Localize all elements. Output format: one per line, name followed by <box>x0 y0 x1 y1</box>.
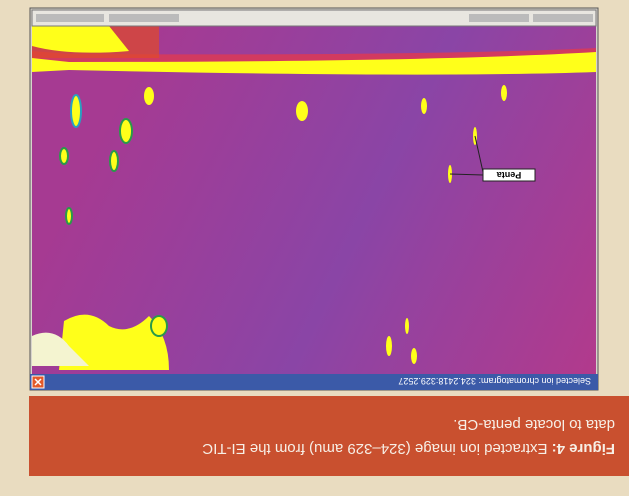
caption-text: Extracted ion image (324–329 amu) from t… <box>202 440 547 457</box>
caption-box <box>29 396 629 476</box>
caption-text-2: data to locate penta-CB. <box>453 416 615 433</box>
figure: Figure 4: Extracted ion image (324–329 a… <box>0 0 629 496</box>
annotation: Penta <box>496 170 522 180</box>
caption-label: Figure 4: <box>552 440 615 457</box>
window-title: Selected ion chromatogram: 324.2418:329.… <box>398 376 591 386</box>
ion-image <box>32 26 596 374</box>
caption-line: Figure 4: Extracted ion image (324–329 a… <box>202 440 615 457</box>
page: Figure 4: Extracted ion image (324–329 a… <box>0 0 629 496</box>
